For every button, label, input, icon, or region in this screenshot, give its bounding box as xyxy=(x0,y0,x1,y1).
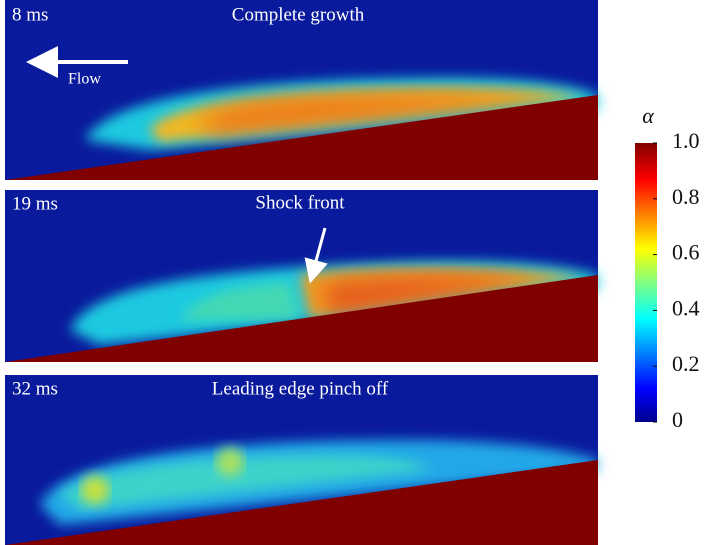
tick-label: 0.2 xyxy=(672,351,700,376)
panel: 19 ms Shock front xyxy=(5,190,598,362)
time-label: 32 ms xyxy=(12,378,58,399)
tick-label: 0.8 xyxy=(672,184,700,209)
tick-label: 0.4 xyxy=(672,295,700,320)
tick-label: 0 xyxy=(672,407,683,432)
colorbar-gradient xyxy=(635,143,657,422)
panel: 8 ms Complete growth Flow xyxy=(5,0,598,180)
tick-label: 1.0 xyxy=(672,128,700,153)
colorbar: α 0 0.2 0.4 0.6 0.8 1.0 xyxy=(635,103,700,432)
panel: 32 ms Leading edge pinch off xyxy=(5,375,598,545)
time-label: 19 ms xyxy=(12,193,58,214)
tick-label: 0.6 xyxy=(672,240,700,265)
time-label: 8 ms xyxy=(12,4,48,25)
caption: Leading edge pinch off xyxy=(212,378,389,399)
colorbar-label: α xyxy=(642,103,654,128)
flow-label: Flow xyxy=(68,71,101,88)
figure: 8 ms Complete growth Flow 19 ms Shock fr… xyxy=(0,0,710,545)
caption: Complete growth xyxy=(232,4,365,25)
caption: Shock front xyxy=(255,192,345,213)
